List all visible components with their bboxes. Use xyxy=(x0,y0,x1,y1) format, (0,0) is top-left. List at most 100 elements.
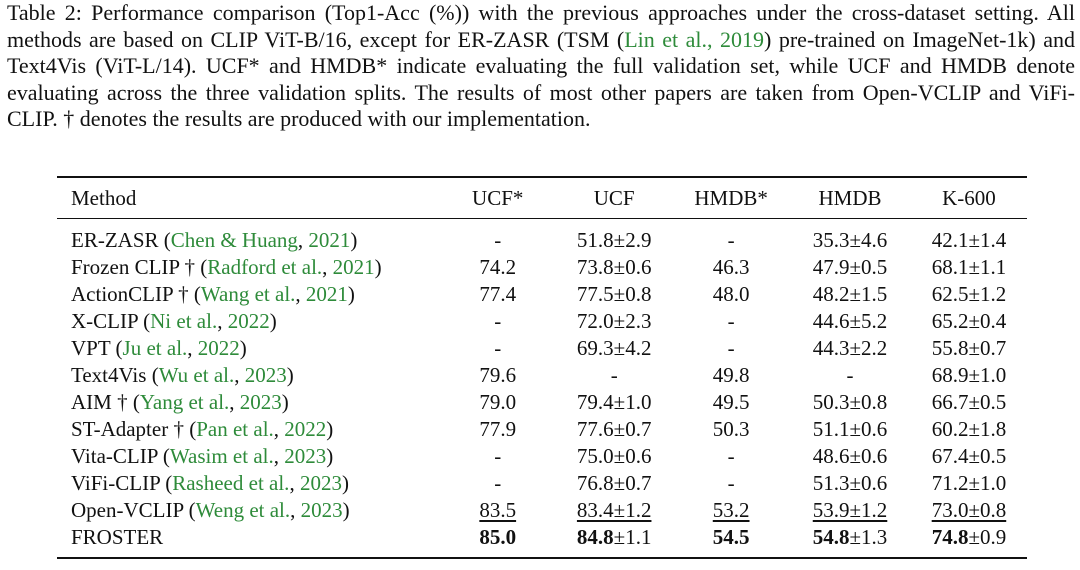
cell-hmdb: 51.3±0.6 xyxy=(812,471,888,495)
citation-year-link[interactable]: 2022 xyxy=(197,336,240,360)
citation-year-link[interactable]: 2023 xyxy=(300,498,343,522)
cell-hmdb-full: - xyxy=(727,444,735,468)
citation-year-link[interactable]: 2023 xyxy=(284,444,327,468)
method-cell: Vita-CLIP (Wasim et al., 2023) xyxy=(71,444,334,468)
cell-mean: 74.8 xyxy=(931,525,969,549)
method-cell: ActionCLIP † (Wang et al., 2021) xyxy=(71,282,355,306)
table-header-row: Method UCF* UCF HMDB* HMDB K-600 xyxy=(57,177,1027,219)
cell-ucf-full: - xyxy=(494,228,502,252)
method-cell: X-CLIP (Ni et al., 2022) xyxy=(71,309,277,333)
citation-year-link[interactable]: 2023 xyxy=(239,390,282,414)
cell-k600: 55.8±0.7 xyxy=(931,336,1007,360)
cell-ucf-full: - xyxy=(494,471,502,495)
caption-text-1: Table 2: Performance comparison (Top1-Ac… xyxy=(7,0,1075,52)
cell-k600: 73.0±0.8 xyxy=(931,498,1007,522)
citation-author-link[interactable]: Rasheed et al. xyxy=(172,471,290,495)
method-name: Open-VCLIP xyxy=(71,498,184,522)
method-name: ER-ZASR xyxy=(71,228,159,252)
dagger-mark: † xyxy=(168,417,184,441)
cell-mean: 84.8 xyxy=(576,525,614,549)
table-row: Text4Vis (Wu et al., 2023) 79.6 - 49.8 - 68.9… xyxy=(57,362,1027,389)
cell-ucf: 75.0±0.6 xyxy=(576,444,652,468)
cell-k600: 71.2±1.0 xyxy=(931,471,1007,495)
header-method: Method xyxy=(71,186,137,210)
cell-ucf: 51.8±2.9 xyxy=(576,228,652,252)
cell-hmdb: 44.3±2.2 xyxy=(812,336,888,360)
citation-year-link[interactable]: 2022 xyxy=(227,309,270,333)
cell-std: ±1.3 xyxy=(849,525,888,549)
method-cell: AIM † (Yang et al., 2023) xyxy=(71,390,289,414)
method-cell: VPT (Ju et al., 2022) xyxy=(71,336,247,360)
method-name: AIM xyxy=(71,390,112,414)
header-hmdb: HMDB xyxy=(818,186,882,210)
citation-year-link[interactable]: 2023 xyxy=(244,363,287,387)
cell-hmdb-full: 50.3 xyxy=(712,417,750,441)
cell-k600: 65.2±0.4 xyxy=(931,309,1007,333)
table-row: Frozen CLIP † (Radford et al., 2021) 74.2… xyxy=(57,254,1027,281)
dagger-mark: † xyxy=(179,255,196,279)
cell-ucf-full: 85.0 xyxy=(440,524,555,558)
results-table: Method UCF* UCF HMDB* HMDB K-600 ER-ZASR… xyxy=(57,176,1027,559)
citation-author-link[interactable]: Chen & Huang xyxy=(170,228,298,252)
citation-author-link[interactable]: Radford et al. xyxy=(207,255,323,279)
cell-hmdb-full: - xyxy=(727,336,735,360)
method-cell: Frozen CLIP † (Radford et al., 2021) xyxy=(71,255,382,279)
cell-k600: 67.4±0.5 xyxy=(931,444,1007,468)
cell-k600: 68.9±1.0 xyxy=(931,363,1007,387)
cell-ucf: 77.6±0.7 xyxy=(576,417,652,441)
table-row: Open-VCLIP (Weng et al., 2023) 83.5 83.4±1… xyxy=(57,497,1027,524)
cell-value: 54.5 xyxy=(712,525,750,549)
citation-author-link[interactable]: Weng et al. xyxy=(195,498,291,522)
citation-author-link[interactable]: Ni et al. xyxy=(150,309,218,333)
cell-hmdb: 51.1±0.6 xyxy=(812,417,888,441)
method-cell: Text4Vis (Wu et al., 2023) xyxy=(71,363,294,387)
table-row: X-CLIP (Ni et al., 2022) - 72.0±2.3 - 44.6±5… xyxy=(57,308,1027,335)
dagger-mark: † xyxy=(172,282,189,306)
method-name: VPT xyxy=(71,336,111,360)
cell-hmdb: 48.6±0.6 xyxy=(812,444,888,468)
cell-ucf-full: - xyxy=(494,309,502,333)
citation-author-link[interactable]: Wang et al. xyxy=(200,282,296,306)
cell-k600: 60.2±1.8 xyxy=(931,417,1007,441)
citation-author-link[interactable]: Ju et al. xyxy=(122,336,188,360)
citation-author-link[interactable]: Yang et al. xyxy=(139,390,230,414)
citation-year-link[interactable]: 2023 xyxy=(299,471,342,495)
cell-ucf: 79.4±1.0 xyxy=(576,390,652,414)
citation-author-link[interactable]: Wasim et al. xyxy=(169,444,274,468)
cell-ucf: 72.0±2.3 xyxy=(576,309,652,333)
cell-ucf-full: 77.9 xyxy=(479,417,517,441)
method-name: X-CLIP xyxy=(71,309,138,333)
cell-k600: 66.7±0.5 xyxy=(931,390,1007,414)
cell-ucf: 69.3±4.2 xyxy=(576,336,652,360)
table-row: ViFi-CLIP (Rasheed et al., 2023) - 76.8±0.… xyxy=(57,470,1027,497)
cell-hmdb: 54.8±1.3 xyxy=(789,524,911,558)
citation-author-link[interactable]: Pan et al. xyxy=(196,417,274,441)
caption-citation-link[interactable]: Lin et al., 2019 xyxy=(624,26,765,52)
cell-ucf: 77.5±0.8 xyxy=(576,282,652,306)
citation-year-link[interactable]: 2021 xyxy=(305,282,348,306)
cell-value: 85.0 xyxy=(479,525,517,549)
method-cell: Open-VCLIP (Weng et al., 2023) xyxy=(71,498,350,522)
cell-ucf: 83.4±1.2 xyxy=(576,498,652,522)
cell-mean: 54.8 xyxy=(812,525,850,549)
cell-hmdb: 50.3±0.8 xyxy=(812,390,888,414)
header-ucf: UCF xyxy=(593,186,635,210)
table-row: ER-ZASR (Chen & Huang, 2021) - 51.8±2.9 - 35… xyxy=(57,219,1027,255)
citation-year-link[interactable]: 2021 xyxy=(308,228,351,252)
citation-year-link[interactable]: 2022 xyxy=(284,417,327,441)
cell-hmdb-full: 54.5 xyxy=(673,524,789,558)
method-name: ActionCLIP xyxy=(71,282,173,306)
cell-hmdb-full: 49.8 xyxy=(712,363,750,387)
method-cell: ViFi-CLIP (Rasheed et al., 2023) xyxy=(71,471,349,495)
table-caption: Table 2: Performance comparison (Top1-Ac… xyxy=(7,0,1075,133)
method-name: ViFi-CLIP xyxy=(71,471,160,495)
citation-year-link[interactable]: 2021 xyxy=(332,255,375,279)
cell-hmdb: 48.2±1.5 xyxy=(812,282,888,306)
citation-author-link[interactable]: Wu et al. xyxy=(158,363,235,387)
cell-hmdb-full: 53.2 xyxy=(712,498,750,522)
cell-hmdb: 47.9±0.5 xyxy=(812,255,888,279)
cell-ucf: 76.8±0.7 xyxy=(576,471,652,495)
cell-ucf-full: - xyxy=(494,336,502,360)
table-row: AIM † (Yang et al., 2023) 79.0 79.4±1.0 49.… xyxy=(57,389,1027,416)
cell-k600: 74.8±0.9 xyxy=(911,524,1027,558)
